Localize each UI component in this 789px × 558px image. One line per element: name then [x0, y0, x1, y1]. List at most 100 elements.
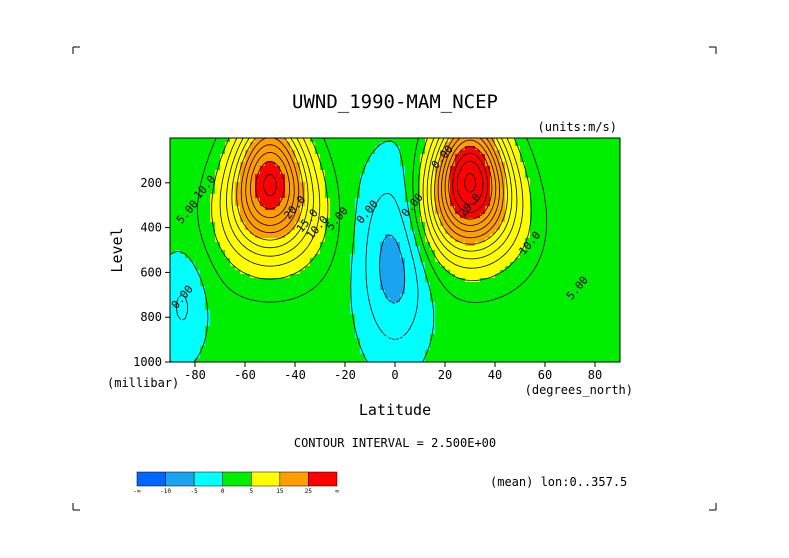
field-cell: [345, 330, 351, 335]
field-cell: [325, 278, 331, 283]
field-cell: [445, 310, 451, 315]
field-cell: [355, 286, 361, 291]
field-cell: [530, 218, 536, 223]
field-cell: [190, 174, 196, 179]
field-cell: [450, 150, 456, 155]
field-cell: [395, 210, 401, 215]
field-cell: [570, 178, 576, 183]
field-cell: [520, 242, 526, 247]
field-cell: [400, 146, 406, 151]
field-cell: [535, 250, 541, 255]
field-cell: [320, 246, 326, 251]
field-cell: [265, 286, 271, 291]
field-cell: [225, 190, 231, 195]
field-cell: [570, 346, 576, 351]
field-cell: [220, 278, 226, 283]
field-cell: [425, 318, 431, 323]
field-cell: [580, 298, 586, 303]
field-cell: [515, 182, 521, 187]
field-cell: [595, 230, 601, 235]
field-cell: [325, 350, 331, 355]
field-cell: [610, 330, 616, 335]
field-cell: [260, 342, 266, 347]
field-cell: [525, 258, 531, 263]
field-cell: [330, 334, 336, 339]
field-cell: [210, 250, 216, 255]
field-cell: [475, 314, 481, 319]
field-cell: [235, 266, 241, 271]
field-cell: [235, 330, 241, 335]
field-cell: [545, 186, 551, 191]
field-cell: [280, 338, 286, 343]
field-cell: [260, 170, 266, 175]
field-cell: [405, 226, 411, 231]
field-cell: [300, 170, 306, 175]
field-cell: [230, 166, 236, 171]
field-cell: [240, 290, 246, 295]
field-cell: [490, 210, 496, 215]
field-cell: [375, 318, 381, 323]
field-cell: [365, 166, 371, 171]
field-cell: [485, 298, 491, 303]
field-cell: [300, 230, 306, 235]
field-cell: [380, 230, 386, 235]
field-cell: [530, 278, 536, 283]
field-cell: [305, 286, 311, 291]
field-cell: [495, 242, 501, 247]
field-cell: [215, 290, 221, 295]
field-cell: [210, 326, 216, 331]
field-cell: [210, 170, 216, 175]
field-cell: [510, 306, 516, 311]
field-cell: [520, 146, 526, 151]
field-cell: [610, 138, 616, 143]
field-cell: [490, 266, 496, 271]
field-cell: [600, 358, 606, 362]
field-cell: [215, 242, 221, 247]
field-cell: [590, 218, 596, 223]
field-cell: [540, 306, 546, 311]
field-cell: [335, 158, 341, 163]
field-cell: [370, 262, 376, 267]
field-cell: [210, 146, 216, 151]
field-cell: [335, 142, 341, 147]
field-cell: [585, 154, 591, 159]
field-cell: [560, 318, 566, 323]
field-cell: [475, 258, 481, 263]
field-cell: [500, 210, 506, 215]
field-cell: [245, 238, 251, 243]
field-cell: [560, 222, 566, 227]
field-cell: [185, 166, 191, 171]
field-cell: [455, 326, 461, 331]
field-cell: [385, 206, 391, 211]
field-cell: [195, 322, 201, 327]
field-cell: [310, 262, 316, 267]
field-cell: [590, 330, 596, 335]
field-cell: [340, 222, 346, 227]
field-cell: [555, 358, 561, 362]
field-cell: [330, 282, 336, 287]
field-cell: [510, 214, 516, 219]
field-cell: [180, 306, 186, 311]
field-cell: [535, 218, 541, 223]
field-cell: [520, 234, 526, 239]
field-cell: [560, 214, 566, 219]
field-cell: [220, 266, 226, 271]
field-cell: [595, 298, 601, 303]
field-cell: [580, 350, 586, 355]
field-cell: [395, 158, 401, 163]
field-cell: [390, 294, 396, 299]
field-cell: [495, 222, 501, 227]
field-cell: [355, 138, 361, 143]
field-cell: [175, 198, 181, 203]
field-cell: [475, 262, 481, 267]
field-cell: [530, 150, 536, 155]
field-cell: [525, 318, 531, 323]
field-cell: [185, 286, 191, 291]
field-cell: [200, 330, 206, 335]
field-cell: [525, 294, 531, 299]
field-cell: [405, 142, 411, 147]
field-cell: [490, 178, 496, 183]
field-cell: [540, 150, 546, 155]
field-cell: [245, 162, 251, 167]
field-cell: [185, 354, 191, 359]
